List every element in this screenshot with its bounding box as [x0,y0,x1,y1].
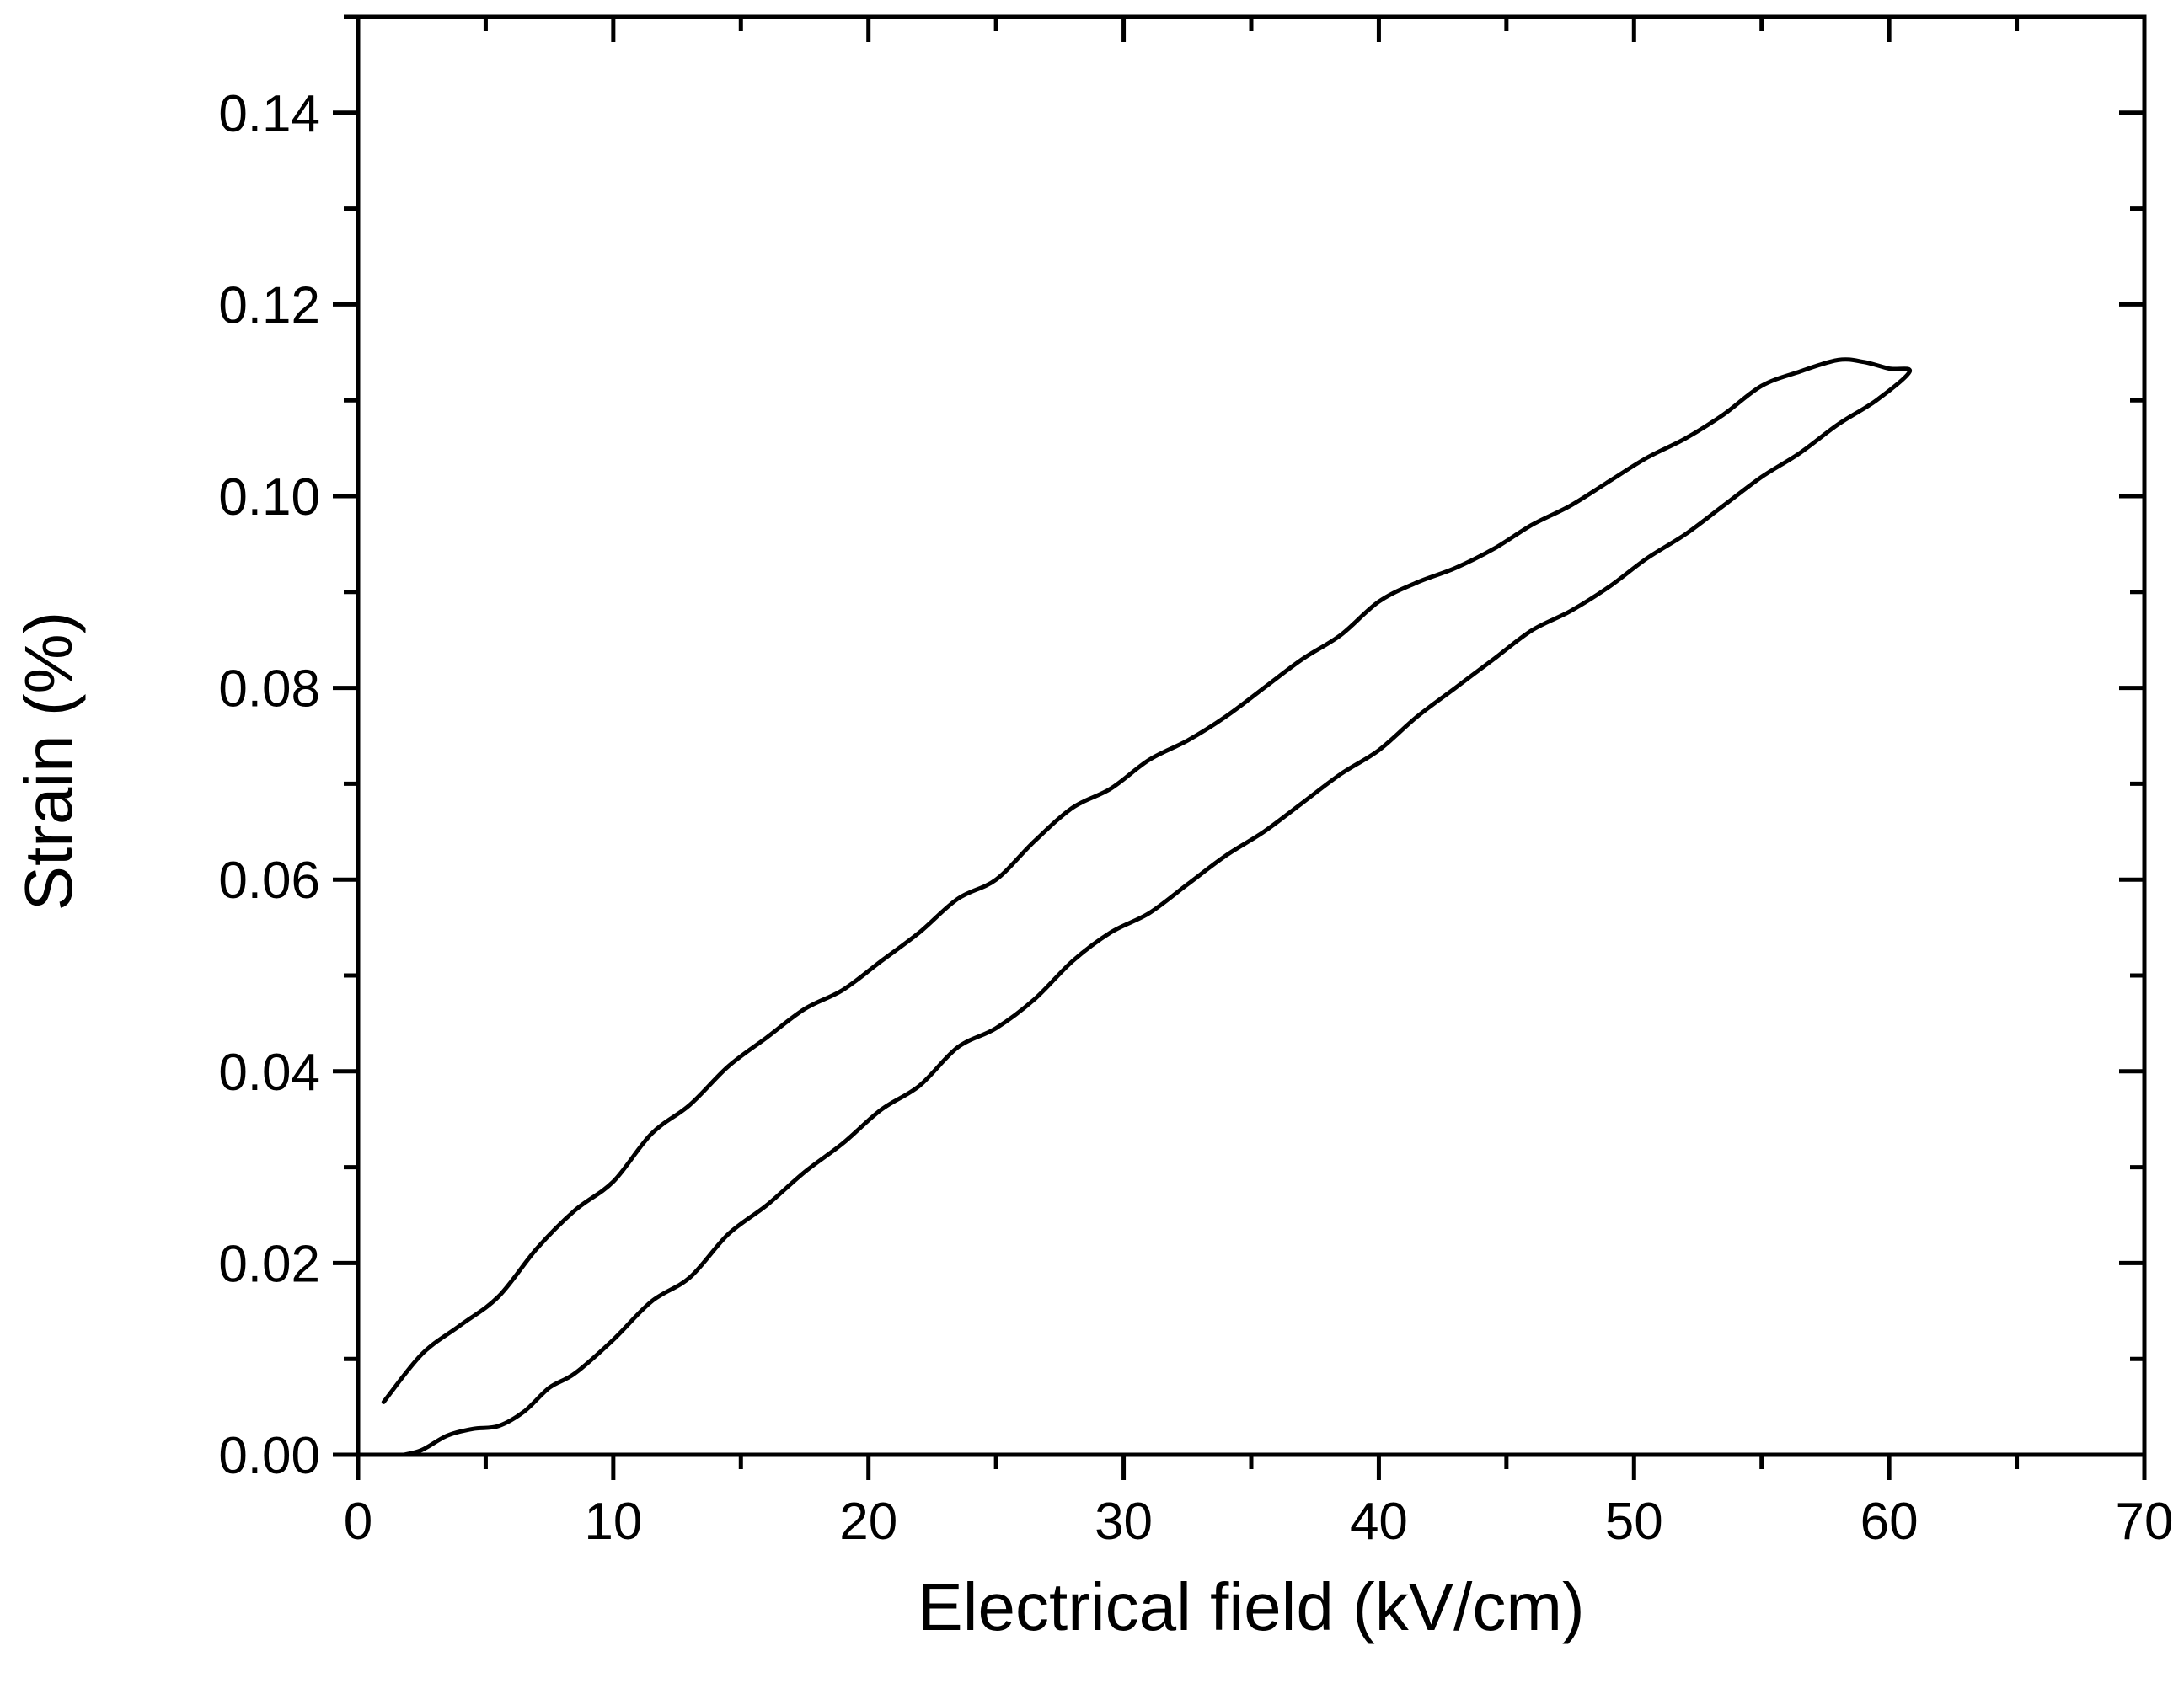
y-tick-label: 0.08 [218,660,320,719]
x-tick-label: 20 [839,1493,897,1551]
y-tick-label: 0.04 [218,1044,320,1102]
y-tick-label: 0.12 [218,276,320,334]
y-tick-label: 0.06 [218,852,320,910]
x-tick-label: 30 [1095,1493,1153,1551]
strain-loop-line [381,357,1912,1457]
x-tick-label: 70 [2116,1493,2174,1551]
y-tick-label: 0.14 [218,85,320,143]
x-tick-label: 40 [1350,1493,1408,1551]
x-tick-label: 10 [584,1493,642,1551]
y-tick-label: 0.02 [218,1235,320,1293]
y-tick-label: 0.00 [218,1427,320,1485]
tick-labels: 0 10 20 30 40 50 60 70 0.00 0.02 0.04 0.06 0.08 0.10 0… [218,85,2173,1551]
x-tick-label: 0 [344,1493,372,1551]
x-tick-label: 50 [1605,1493,1663,1551]
x-tick-label: 60 [1860,1493,1919,1551]
y-tick-label: 0.10 [218,468,320,526]
axis-ticks [333,14,2147,1480]
plot-frame [356,14,2147,1457]
x-axis-title: Electrical field (kV/cm) [918,1569,1584,1644]
y-axis-title: Strain (%) [11,612,86,911]
